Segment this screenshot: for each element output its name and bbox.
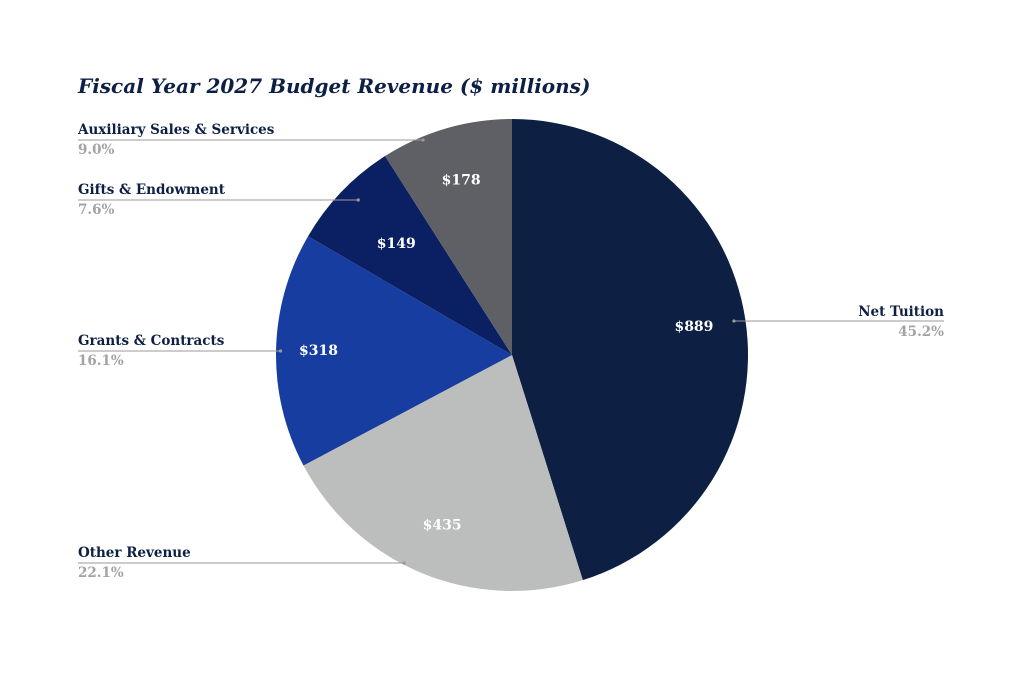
leader-dot-net-tuition [732,319,736,323]
chart-title: Fiscal Year 2027 Budget Revenue ($ milli… [78,74,591,98]
slice-value-gifts-and-endowment: $149 [377,236,416,252]
leader-dot-other-revenue [402,561,406,565]
leader-dot-auxiliary-sales-and-services [421,138,425,142]
category-percent-auxiliary-sales-and-services: 9.0% [78,142,115,158]
pie-slice-gifts-and-endowment [308,156,512,355]
category-name-gifts-and-endowment: Gifts & Endowment [78,182,225,198]
slice-value-net-tuition: $889 [674,319,713,335]
slice-value-other-revenue: $435 [423,517,462,533]
category-percent-other-revenue: 22.1% [78,565,124,581]
category-percent-gifts-and-endowment: 7.6% [78,202,115,218]
category-name-other-revenue: Other Revenue [78,545,191,561]
slice-value-auxiliary-sales-and-services: $178 [442,173,481,189]
category-name-auxiliary-sales-and-services: Auxiliary Sales & Services [78,122,275,138]
pie-slice-net-tuition [512,119,749,581]
category-name-net-tuition: Net Tuition [858,304,944,320]
pie-slice-grants-and-contracts [276,236,512,466]
leader-dot-gifts-and-endowment [356,198,360,202]
category-percent-grants-and-contracts: 16.1% [78,353,124,369]
pie-slice-auxiliary-sales-and-services [385,119,512,355]
leader-dot-grants-and-contracts [278,349,283,353]
category-percent-net-tuition: 45.2% [898,324,944,340]
category-name-grants-and-contracts: Grants & Contracts [78,333,225,349]
slice-value-grants-and-contracts: $318 [299,343,338,359]
pie-slice-other-revenue [303,355,583,592]
